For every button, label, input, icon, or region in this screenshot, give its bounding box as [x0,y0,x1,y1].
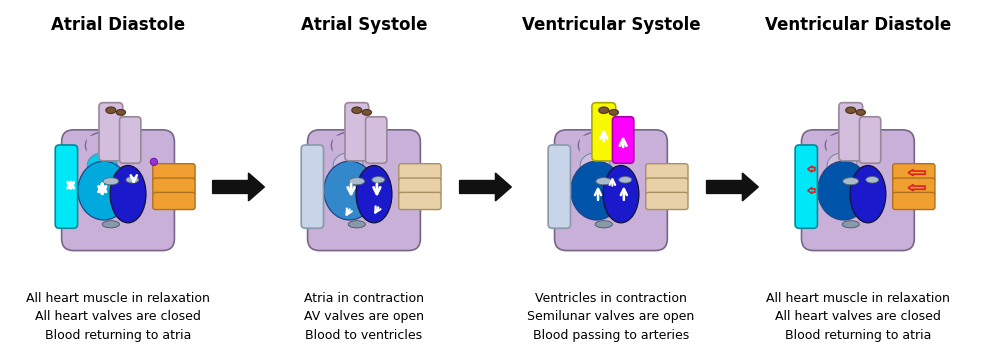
FancyBboxPatch shape [366,117,387,163]
Ellipse shape [349,178,365,185]
Ellipse shape [825,132,865,159]
Text: Semilunar valves are open: Semilunar valves are open [527,311,695,323]
FancyBboxPatch shape [802,130,914,251]
Ellipse shape [866,177,879,183]
FancyBboxPatch shape [87,136,151,164]
Ellipse shape [856,136,888,159]
Ellipse shape [150,158,157,165]
Ellipse shape [856,109,865,115]
FancyBboxPatch shape [646,192,688,210]
FancyBboxPatch shape [62,130,174,251]
Ellipse shape [87,153,117,178]
Ellipse shape [78,161,129,220]
FancyBboxPatch shape [153,178,195,195]
FancyBboxPatch shape [399,164,441,181]
Ellipse shape [596,178,612,185]
FancyArrow shape [460,173,511,201]
Ellipse shape [356,165,392,223]
Ellipse shape [827,153,857,178]
FancyBboxPatch shape [592,103,616,161]
Text: All heart muscle in relaxation: All heart muscle in relaxation [26,292,210,305]
Ellipse shape [331,132,371,159]
Ellipse shape [580,153,610,178]
Text: Ventricular Systole: Ventricular Systole [522,15,700,34]
Ellipse shape [850,165,886,223]
Text: All heart muscle in relaxation: All heart muscle in relaxation [766,292,950,305]
Ellipse shape [619,177,632,183]
Ellipse shape [603,165,639,223]
Text: Ventricles in contraction: Ventricles in contraction [535,292,687,305]
Text: Blood passing to arteries: Blood passing to arteries [533,329,689,342]
Ellipse shape [578,132,618,159]
Text: Atrial Systole: Atrial Systole [301,15,427,34]
Text: Atria in contraction: Atria in contraction [304,292,424,305]
Ellipse shape [846,107,856,113]
FancyBboxPatch shape [555,130,667,251]
Ellipse shape [362,136,394,159]
Text: AV valves are open: AV valves are open [304,311,424,323]
FancyBboxPatch shape [99,103,123,161]
Ellipse shape [102,221,119,228]
Text: Blood returning to atria: Blood returning to atria [45,329,191,342]
FancyBboxPatch shape [55,145,78,228]
Ellipse shape [843,178,859,185]
FancyBboxPatch shape [333,136,397,164]
Ellipse shape [116,109,126,115]
FancyBboxPatch shape [893,164,935,181]
Text: Blood returning to atria: Blood returning to atria [785,329,931,342]
Text: All heart valves are closed: All heart valves are closed [35,311,201,323]
Ellipse shape [348,221,365,228]
Ellipse shape [609,109,618,115]
FancyBboxPatch shape [795,145,817,228]
Ellipse shape [106,107,116,113]
FancyBboxPatch shape [301,145,324,228]
Ellipse shape [571,161,622,220]
Ellipse shape [362,109,372,115]
Ellipse shape [818,161,869,220]
Text: Atrial Diastole: Atrial Diastole [51,15,185,34]
Ellipse shape [352,107,362,113]
FancyArrow shape [707,173,758,201]
FancyBboxPatch shape [646,164,688,181]
Ellipse shape [324,161,375,220]
Ellipse shape [372,177,385,183]
Ellipse shape [126,177,139,183]
FancyBboxPatch shape [580,136,644,164]
Ellipse shape [599,107,609,113]
FancyBboxPatch shape [153,164,195,181]
Ellipse shape [103,178,119,185]
Text: Ventricular Diastole: Ventricular Diastole [765,15,951,34]
FancyArrow shape [213,173,264,201]
Ellipse shape [116,136,148,159]
FancyBboxPatch shape [646,178,688,195]
FancyBboxPatch shape [839,103,863,161]
FancyBboxPatch shape [345,103,369,161]
FancyBboxPatch shape [893,192,935,210]
FancyBboxPatch shape [548,145,570,228]
Text: All heart valves are closed: All heart valves are closed [775,311,941,323]
FancyBboxPatch shape [859,117,881,163]
Text: Blood to ventricles: Blood to ventricles [305,329,423,342]
Ellipse shape [842,221,859,228]
FancyBboxPatch shape [120,117,141,163]
Ellipse shape [595,221,612,228]
FancyBboxPatch shape [399,178,441,195]
Ellipse shape [333,153,363,178]
FancyBboxPatch shape [308,130,420,251]
Ellipse shape [85,132,125,159]
FancyBboxPatch shape [399,192,441,210]
FancyBboxPatch shape [612,117,634,163]
Ellipse shape [609,136,641,159]
FancyBboxPatch shape [827,136,891,164]
Ellipse shape [110,165,146,223]
FancyBboxPatch shape [893,178,935,195]
FancyBboxPatch shape [153,192,195,210]
